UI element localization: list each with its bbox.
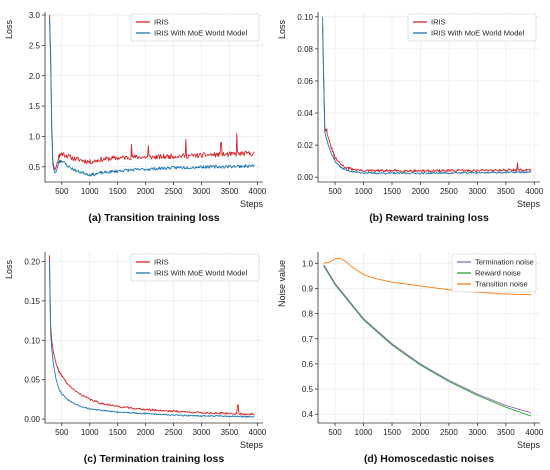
legend-label: IRIS With MoE World Model [154,269,248,278]
x-axis-label: Steps [240,199,264,209]
chart-caption: (d) Homoscedastic noises [364,453,494,465]
y-tick-label: 3.0 [29,11,41,20]
chart-caption: (b) Reward training loss [369,212,489,224]
x-tick-label: 3000 [193,428,211,437]
series-line-2 [323,265,532,417]
x-tick-label: 1500 [109,187,127,196]
x-tick-label: 1000 [81,428,99,437]
x-axis-label: Steps [240,440,264,450]
legend-label: Termination noise [475,258,534,267]
legend-label: IRIS With MoE World Model [431,29,525,38]
y-tick-label: 0.6 [302,360,314,369]
y-tick-label: 2.5 [29,41,41,50]
x-axis-label: Steps [517,440,541,450]
y-tick-label: 1.0 [29,132,41,141]
x-tick-label: 4000 [525,187,543,196]
y-tick-label: 0.5 [29,163,41,172]
y-tick-label: 0.15 [24,297,40,306]
y-axis-label: Loss [277,20,287,40]
y-tick-label: 0.00 [297,173,313,182]
legend-box [451,253,537,293]
legend-label: IRIS [431,18,446,27]
x-axis-label: Steps [517,199,541,209]
y-tick-label: 0.06 [297,77,313,86]
axis-spines [317,252,540,424]
x-tick-label: 3500 [497,187,515,196]
chart-panel-4: 500 1000 1500 2000 2500 3000 3500 4000 0.4 0.5 0.6… [277,252,544,465]
x-tick-label: 4000 [249,428,267,437]
legend-label: IRIS [154,18,169,27]
y-tick-label: 0.8 [302,310,314,319]
x-tick-label: 2000 [137,187,155,196]
legend-box [130,253,260,282]
y-tick-label: 0.20 [24,257,40,266]
x-tick-label: 1500 [383,187,401,196]
x-tick-label: 500 [55,428,69,437]
axis-spines [44,12,263,183]
x-tick-label: 4000 [249,187,267,196]
chart-panel-1: 500 1000 1500 2000 2500 3000 3500 4000 0.5 1.0 1.5… [4,11,267,224]
x-tick-label: 2500 [440,428,458,437]
y-tick-label: 1.0 [302,259,314,268]
legend-label: IRIS [154,258,169,267]
x-tick-label: 500 [328,428,342,437]
x-tick-label: 2500 [165,428,183,437]
x-tick-label: 1500 [383,428,401,437]
series-line-1 [323,264,532,414]
series-line-2 [49,261,255,418]
y-tick-label: 0.08 [297,45,313,54]
y-axis-label: Noise value [277,260,287,307]
chart-panel-2: 500 1000 1500 2000 2500 3000 3500 4000 0.00 0.02 0… [277,12,544,224]
x-tick-label: 3500 [497,428,515,437]
y-axis-label: Loss [4,20,14,40]
y-tick-label: 0.10 [297,13,313,22]
x-tick-label: 3000 [468,428,486,437]
x-tick-label: 500 [55,187,69,196]
y-tick-label: 0.4 [302,410,314,419]
x-tick-label: 1500 [109,428,127,437]
legend-label: IRIS With MoE World Model [154,29,248,38]
y-tick-label: 0.7 [302,335,314,344]
y-axis-label: Loss [4,260,14,280]
series-line-1 [322,26,532,173]
x-tick-label: 3000 [468,187,486,196]
legend-box [407,13,537,42]
x-tick-label: 1000 [81,187,99,196]
x-tick-label: 2500 [440,187,458,196]
x-tick-label: 1000 [355,187,373,196]
x-tick-label: 3000 [193,187,211,196]
x-tick-label: 2000 [137,428,155,437]
y-tick-label: 0.9 [302,284,314,293]
series-line-2 [322,16,532,175]
legend-box [130,13,260,42]
series-line-1 [49,255,255,416]
axis-spines [317,12,540,183]
y-tick-label: 0.04 [297,109,313,118]
legend-label: Reward noise [475,269,521,278]
chart-panel-3: 500 1000 1500 2000 2500 3000 3500 4000 0.00 0.05 0… [4,252,267,465]
series-line-1 [49,14,255,171]
x-tick-label: 2500 [165,187,183,196]
chart-caption: (a) Transition training loss [88,212,219,224]
x-tick-label: 3500 [221,187,239,196]
axis-spines [44,252,263,424]
series-line-2 [49,18,255,177]
series-line-3 [323,257,532,296]
y-tick-label: 0.05 [24,376,40,385]
y-tick-label: 0.5 [302,385,314,394]
legend-label: Transition noise [475,280,528,289]
y-tick-label: 2.0 [29,72,41,81]
x-tick-label: 2000 [412,187,430,196]
y-tick-label: 0.00 [24,415,40,424]
y-tick-label: 1.5 [29,102,41,111]
chart-caption: (c) Termination training loss [84,453,225,465]
x-tick-label: 500 [328,187,342,196]
y-tick-label: 0.10 [24,336,40,345]
x-tick-label: 4000 [525,428,543,437]
y-tick-label: 0.02 [297,141,313,150]
x-tick-label: 2000 [412,428,430,437]
x-tick-label: 3500 [221,428,239,437]
x-tick-label: 1000 [355,428,373,437]
